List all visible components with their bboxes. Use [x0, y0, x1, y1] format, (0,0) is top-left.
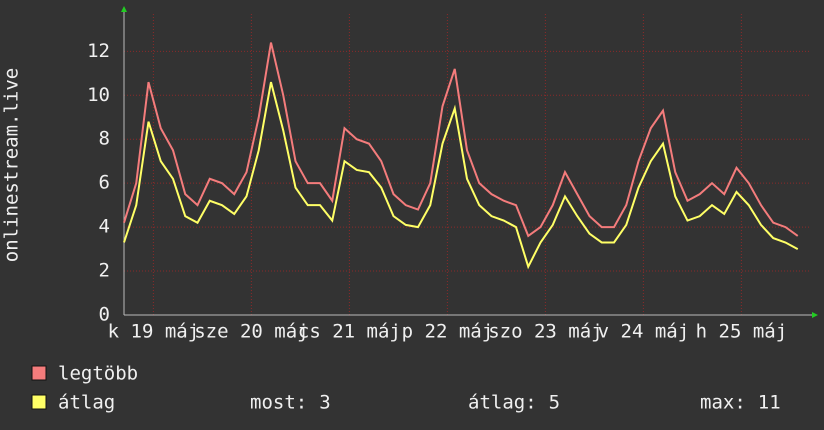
stat-label: max: [700, 392, 746, 414]
x-tick-label: szo 23 máj [488, 321, 602, 343]
x-tick-label: v 24 máj [598, 321, 690, 343]
series-line [123, 42, 799, 238]
x-tick-label: cs 21 máj [298, 321, 401, 343]
x-tick-label: h 25 máj [696, 321, 788, 343]
y-tick-label: 6 [99, 172, 110, 194]
x-tick-label: sze 20 máj [194, 321, 308, 343]
stat-value: 3 [319, 392, 330, 414]
legend-label: legtöbb [58, 363, 138, 385]
y-tick-label: 12 [87, 40, 110, 62]
legend-swatch [31, 394, 47, 410]
y-tick-label: 4 [99, 216, 110, 238]
legend-label: átlag [58, 392, 115, 414]
y-tick-label: 10 [87, 84, 110, 106]
y-tick-label: 2 [99, 260, 110, 282]
legend-swatch [31, 365, 47, 381]
y-tick-label: 8 [99, 128, 110, 150]
x-tick-label: k 19 máj [108, 321, 200, 343]
y-tick-label: 0 [99, 304, 110, 326]
y-axis-label: onlinestream.live [1, 68, 23, 262]
stat-value: 5 [549, 392, 560, 414]
series-line [123, 81, 799, 270]
stat-label: most: [250, 392, 307, 414]
axis-arrow [121, 6, 127, 12]
stat-value: 11 [758, 392, 781, 414]
axis-arrow [812, 312, 818, 318]
stat-label: átlag: [468, 392, 537, 414]
x-tick-label: p 22 máj [402, 321, 494, 343]
